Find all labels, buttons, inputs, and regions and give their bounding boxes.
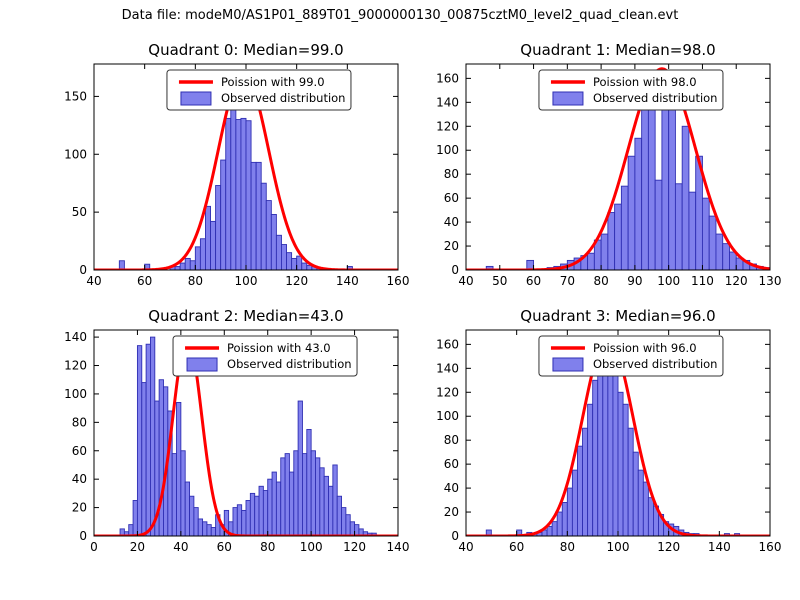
svg-text:20: 20 bbox=[444, 505, 459, 519]
svg-text:0: 0 bbox=[79, 529, 87, 543]
svg-text:Poission with 99.0: Poission with 99.0 bbox=[221, 75, 325, 89]
quadrant-2-chart: 0 20 40 60 80 100 120 140 0 20 40 60 80 100 120 140 Quad… bbox=[64, 307, 410, 554]
svg-text:140: 140 bbox=[436, 95, 459, 109]
svg-text:60: 60 bbox=[72, 444, 87, 458]
svg-text:80: 80 bbox=[188, 274, 203, 288]
svg-text:80: 80 bbox=[444, 433, 459, 447]
svg-text:110: 110 bbox=[691, 274, 714, 288]
svg-text:100: 100 bbox=[657, 274, 680, 288]
svg-text:90: 90 bbox=[627, 274, 642, 288]
svg-text:80: 80 bbox=[72, 415, 87, 429]
figure-title: Data file: modeM0/AS1P01_889T01_90000001… bbox=[121, 8, 679, 23]
svg-text:20: 20 bbox=[130, 540, 145, 554]
svg-text:70: 70 bbox=[560, 274, 575, 288]
svg-text:40: 40 bbox=[173, 540, 188, 554]
svg-text:0: 0 bbox=[79, 263, 87, 277]
svg-text:160: 160 bbox=[759, 540, 782, 554]
svg-text:40: 40 bbox=[86, 274, 101, 288]
svg-text:120: 120 bbox=[725, 274, 748, 288]
svg-text:140: 140 bbox=[387, 540, 410, 554]
svg-text:Poission with 96.0: Poission with 96.0 bbox=[593, 341, 697, 355]
svg-text:Quadrant 2: Median=43.0: Quadrant 2: Median=43.0 bbox=[148, 307, 343, 325]
svg-text:120: 120 bbox=[343, 540, 366, 554]
svg-text:120: 120 bbox=[285, 274, 308, 288]
svg-text:140: 140 bbox=[436, 361, 459, 375]
svg-text:40: 40 bbox=[72, 472, 87, 486]
svg-text:150: 150 bbox=[64, 89, 87, 103]
svg-text:Observed distribution: Observed distribution bbox=[227, 357, 352, 371]
svg-text:100: 100 bbox=[607, 540, 630, 554]
svg-text:100: 100 bbox=[64, 387, 87, 401]
svg-text:80: 80 bbox=[444, 167, 459, 181]
svg-text:Quadrant 0: Median=99.0: Quadrant 0: Median=99.0 bbox=[148, 41, 343, 59]
svg-text:120: 120 bbox=[64, 359, 87, 373]
svg-text:Observed distribution: Observed distribution bbox=[593, 357, 718, 371]
svg-text:Poission with 98.0: Poission with 98.0 bbox=[593, 75, 697, 89]
svg-text:60: 60 bbox=[137, 274, 152, 288]
svg-text:40: 40 bbox=[458, 274, 473, 288]
svg-text:20: 20 bbox=[72, 501, 87, 515]
svg-text:Observed distribution: Observed distribution bbox=[221, 91, 346, 105]
svg-text:60: 60 bbox=[444, 191, 459, 205]
svg-text:160: 160 bbox=[436, 71, 459, 85]
svg-text:80: 80 bbox=[560, 540, 575, 554]
svg-text:Observed distribution: Observed distribution bbox=[593, 91, 718, 105]
svg-text:60: 60 bbox=[526, 274, 541, 288]
svg-text:100: 100 bbox=[436, 143, 459, 157]
svg-text:0: 0 bbox=[90, 540, 98, 554]
svg-text:60: 60 bbox=[509, 540, 524, 554]
svg-text:160: 160 bbox=[387, 274, 410, 288]
svg-text:140: 140 bbox=[708, 540, 731, 554]
svg-text:130: 130 bbox=[759, 274, 782, 288]
svg-text:40: 40 bbox=[444, 215, 459, 229]
svg-text:100: 100 bbox=[300, 540, 323, 554]
svg-text:50: 50 bbox=[72, 205, 87, 219]
svg-text:120: 120 bbox=[436, 385, 459, 399]
svg-text:Poission with 43.0: Poission with 43.0 bbox=[227, 341, 331, 355]
svg-text:100: 100 bbox=[64, 147, 87, 161]
svg-text:80: 80 bbox=[260, 540, 275, 554]
svg-text:160: 160 bbox=[436, 337, 459, 351]
svg-text:40: 40 bbox=[458, 540, 473, 554]
svg-text:50: 50 bbox=[492, 274, 507, 288]
svg-text:60: 60 bbox=[444, 457, 459, 471]
svg-text:100: 100 bbox=[436, 409, 459, 423]
svg-text:0: 0 bbox=[451, 263, 459, 277]
svg-text:120: 120 bbox=[657, 540, 680, 554]
quadrant-1-chart: 40 50 60 70 80 90 100 110 120 130 0 20 40 60 80 100 120 1… bbox=[436, 41, 782, 288]
svg-text:40: 40 bbox=[444, 481, 459, 495]
svg-text:140: 140 bbox=[64, 330, 87, 344]
svg-text:80: 80 bbox=[593, 274, 608, 288]
svg-text:0: 0 bbox=[451, 529, 459, 543]
svg-text:Quadrant 1: Median=98.0: Quadrant 1: Median=98.0 bbox=[520, 41, 715, 59]
svg-text:60: 60 bbox=[217, 540, 232, 554]
svg-text:140: 140 bbox=[336, 274, 359, 288]
svg-text:20: 20 bbox=[444, 239, 459, 253]
svg-text:120: 120 bbox=[436, 119, 459, 133]
svg-text:100: 100 bbox=[235, 274, 258, 288]
svg-text:Quadrant 3: Median=96.0: Quadrant 3: Median=96.0 bbox=[520, 307, 715, 325]
quadrant-0-chart: 40 60 80 100 120 140 160 0 50 100 150 Quadrant 0: M… bbox=[64, 41, 410, 288]
quadrant-3-chart: 40 60 80 100 120 140 160 0 20 40 60 80 100 120 140 160 Q… bbox=[436, 307, 782, 554]
